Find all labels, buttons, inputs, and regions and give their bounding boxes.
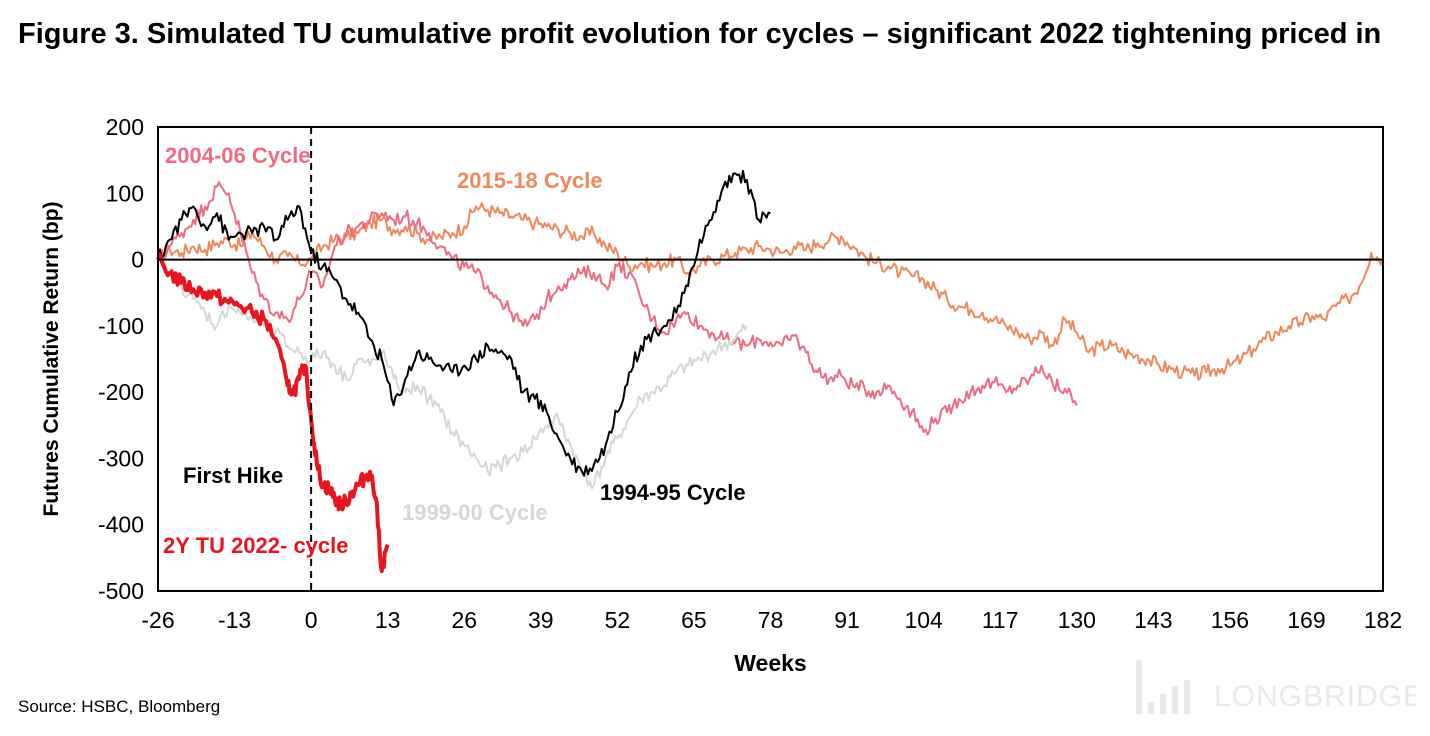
figure-title: Figure 3. Simulated TU cumulative profit… <box>18 18 1382 50</box>
x-tick-label: 39 <box>528 607 554 633</box>
y-tick-label: -100 <box>98 313 144 339</box>
x-tick-label: 143 <box>1134 607 1172 633</box>
x-tick-label: 0 <box>305 607 318 633</box>
x-tick-label: 52 <box>605 607 631 633</box>
y-tick-label: 100 <box>106 180 144 206</box>
label-2015-18-cycle: 2015-18 Cycle <box>457 168 603 193</box>
label-2004-06-cycle: 2004-06 Cycle <box>165 143 311 168</box>
y-tick-label: 0 <box>131 247 144 273</box>
label-1994-95-cycle: 1994-95 Cycle <box>600 480 746 505</box>
source-note: Source: HSBC, Bloomberg <box>18 697 221 716</box>
x-axis-ticks: -26 -13 0 13 26 39 52 65 78 91 104 117 130 143 156 169 1… <box>141 607 1402 633</box>
x-tick-label: 26 <box>451 607 477 633</box>
y-axis-label: Futures Cumulative Return (bp) <box>40 201 63 516</box>
plot-frame <box>157 126 1384 592</box>
y-axis-ticks: 200 100 0 -100 -200 -300 -400 -500 <box>98 114 144 604</box>
x-axis-label: Weeks <box>734 650 806 676</box>
series-line-2y-tu-2022-cycle <box>156 252 390 574</box>
label-1999-00-cycle: 1999-00 Cycle <box>402 500 548 525</box>
x-tick-label: 65 <box>681 607 707 633</box>
series-line-1999-00-cycle <box>157 254 748 490</box>
x-tick-label: -13 <box>218 607 251 633</box>
y-tick-label: -400 <box>98 512 144 538</box>
longbridge-watermark-logo: LONGBRIDGE <box>1136 660 1416 714</box>
y-tick-label: -300 <box>98 445 144 471</box>
y-tick-label: 200 <box>106 114 144 140</box>
watermark-text: LONGBRIDGE <box>1214 680 1416 713</box>
x-tick-label: 117 <box>982 607 1019 633</box>
x-tick-label: 182 <box>1364 607 1402 633</box>
x-tick-label: 13 <box>375 607 401 633</box>
y-tick-label: -500 <box>98 578 144 604</box>
y-tick-label: -200 <box>98 379 144 405</box>
x-tick-label: -26 <box>141 607 174 633</box>
x-tick-label: 78 <box>758 607 784 633</box>
x-tick-label: 169 <box>1287 607 1325 633</box>
series-line-1994-95-cycle <box>157 169 771 477</box>
x-tick-label: 156 <box>1211 607 1249 633</box>
label-2y-tu-2022-cycle: 2Y TU 2022- cycle <box>163 533 349 558</box>
label-first-hike: First Hike <box>183 463 283 488</box>
series-line-2015-18-cycle <box>157 202 1384 381</box>
x-tick-label: 130 <box>1058 607 1096 633</box>
series-layer <box>156 169 1384 574</box>
x-tick-label: 91 <box>834 607 860 633</box>
x-tick-label: 104 <box>904 607 943 633</box>
